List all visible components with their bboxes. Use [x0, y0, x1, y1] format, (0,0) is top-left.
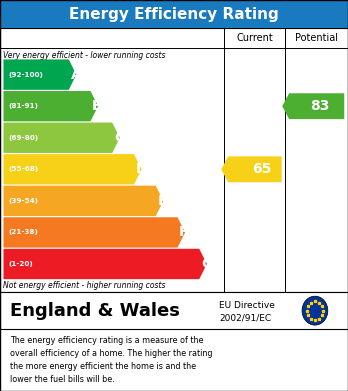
Text: C: C: [114, 131, 124, 145]
Polygon shape: [3, 154, 142, 185]
Text: A: A: [70, 68, 81, 82]
Text: D: D: [136, 162, 147, 176]
Text: (81-91): (81-91): [9, 103, 39, 109]
Text: EU Directive: EU Directive: [219, 301, 275, 310]
Polygon shape: [3, 59, 76, 90]
Text: G: G: [201, 257, 212, 271]
Text: 65: 65: [252, 162, 271, 176]
Bar: [0, 28, 348, 292]
Text: Potential: Potential: [295, 33, 338, 43]
Text: B: B: [92, 99, 103, 113]
Polygon shape: [3, 122, 120, 153]
Text: Very energy efficient - lower running costs: Very energy efficient - lower running co…: [3, 51, 166, 60]
Text: Not energy efficient - higher running costs: Not energy efficient - higher running co…: [3, 280, 166, 290]
Text: England & Wales: England & Wales: [10, 301, 180, 320]
Bar: [0, 292, 348, 329]
Text: F: F: [179, 226, 189, 239]
Polygon shape: [3, 217, 185, 248]
Text: the more energy efficient the home is and the: the more energy efficient the home is an…: [10, 362, 197, 371]
Text: The energy efficiency rating is a measure of the: The energy efficiency rating is a measur…: [10, 336, 204, 345]
Text: (1-20): (1-20): [9, 261, 33, 267]
Polygon shape: [3, 91, 98, 121]
Polygon shape: [3, 186, 164, 216]
Text: (21-38): (21-38): [9, 230, 39, 235]
Text: 2002/91/EC: 2002/91/EC: [219, 314, 271, 323]
Text: (55-68): (55-68): [9, 166, 39, 172]
Text: E: E: [157, 194, 167, 208]
Polygon shape: [3, 249, 207, 279]
Bar: [0, 0, 348, 28]
Text: Current: Current: [237, 33, 273, 43]
Text: (39-54): (39-54): [9, 198, 39, 204]
Text: (69-80): (69-80): [9, 135, 39, 141]
Text: Energy Efficiency Rating: Energy Efficiency Rating: [69, 7, 279, 22]
Text: overall efficiency of a home. The higher the rating: overall efficiency of a home. The higher…: [10, 349, 213, 358]
Text: 83: 83: [310, 99, 330, 113]
Polygon shape: [221, 156, 282, 182]
Circle shape: [302, 296, 328, 325]
Text: lower the fuel bills will be.: lower the fuel bills will be.: [10, 375, 115, 384]
Text: (92-100): (92-100): [9, 72, 44, 78]
Polygon shape: [282, 93, 344, 119]
